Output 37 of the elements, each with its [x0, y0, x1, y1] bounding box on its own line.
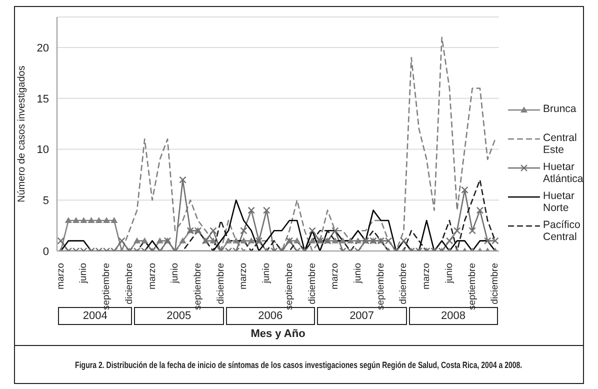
y-tick-label: 5 — [42, 195, 49, 208]
text: 2005 — [166, 310, 192, 322]
x-tick-label: junio — [261, 263, 272, 284]
x-tick-label: junio — [444, 263, 455, 284]
y-tick-label: 15 — [36, 93, 49, 106]
x-tick-label: diciembre — [398, 263, 410, 304]
y-tick-label: 0 — [42, 246, 49, 258]
x-axis-title: Mes y Año — [250, 328, 306, 340]
legend-label: Huetar Norte — [543, 190, 576, 214]
y-axis-title: Número de casos investigados — [16, 66, 28, 202]
legend-label: Brunca — [543, 103, 578, 115]
x-tick-label: septiembre — [192, 263, 204, 310]
legend-label: Huetar Atlántica — [543, 161, 584, 185]
y-tick-label: 20 — [36, 42, 49, 54]
x-tick-label: junio — [170, 263, 181, 284]
x-tick-label: septiembre — [284, 263, 295, 310]
x-tick-label: marzo — [330, 263, 341, 290]
legend-label: Central Este — [543, 132, 578, 156]
text: Figura 2. Distribución de la fecha de inicio de síntomas de los casos investigaciones según Región de Salud, Costa Rica, 2004 a 2008. — [75, 360, 523, 370]
x-tick-label: diciembre — [124, 263, 135, 304]
text: 2006 — [258, 310, 283, 322]
legend-label: Pacífico Central — [543, 219, 582, 243]
x-tick-label: marzo — [238, 263, 250, 290]
x-tick-label: junio — [78, 263, 90, 284]
x-tick-label: marzo — [421, 263, 432, 290]
x-tick-label: diciembre — [490, 263, 501, 304]
x-tick-label: septiembre — [466, 263, 478, 310]
x-tick-label: diciembre — [215, 263, 226, 304]
x-tick-label: marzo — [55, 263, 66, 290]
x-tick-label: junio — [352, 263, 364, 284]
text: 2007 — [350, 310, 374, 322]
text: 2008 — [441, 310, 466, 322]
x-tick-label: septiembre — [101, 263, 112, 310]
x-tick-label: diciembre — [306, 263, 318, 304]
x-tick-label: marzo — [146, 263, 158, 290]
y-tick-label: 10 — [36, 144, 49, 156]
x-tick-label: septiembre — [375, 263, 386, 310]
